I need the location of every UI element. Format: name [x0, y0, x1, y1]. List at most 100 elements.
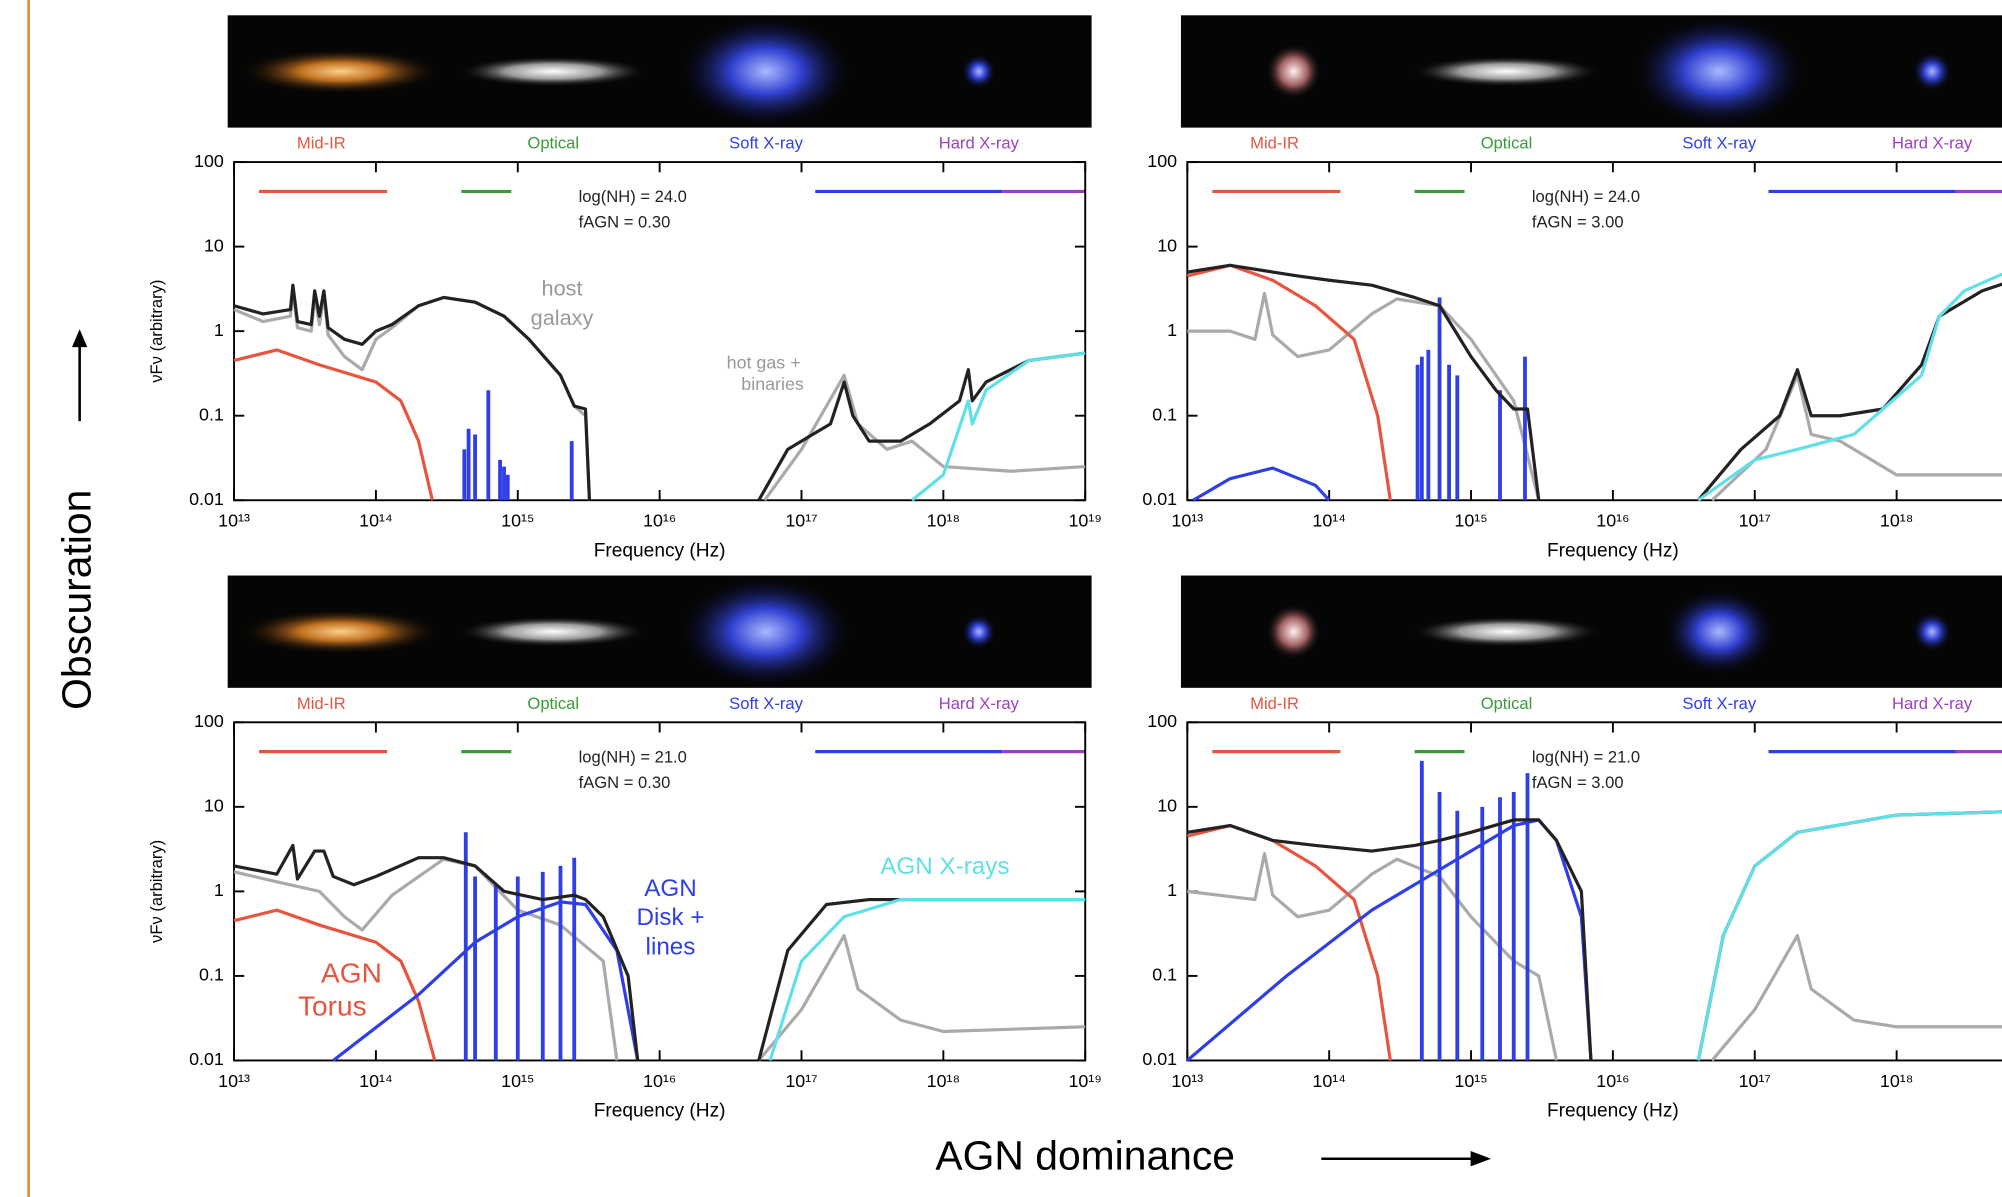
x-tick-label: 10¹⁷: [1739, 1071, 1771, 1091]
spectrum-line: [757, 933, 1086, 1062]
y-tick-label: 0.01: [1142, 1049, 1177, 1069]
galaxy-image: [676, 574, 856, 690]
galaxy-image: [1911, 611, 1953, 653]
band-label: Mid-IR: [297, 134, 346, 153]
galaxy-image: [457, 616, 649, 647]
x-tick-label: 10¹⁸: [927, 511, 960, 531]
y-axis-label: νFν (arbitrary): [147, 280, 166, 383]
band-label: Soft X-ray: [1682, 134, 1756, 153]
annotation: AGN X-rays: [880, 853, 1009, 880]
annotation: fAGN = 0.30: [579, 213, 671, 232]
spectrum-line: [1192, 466, 1331, 502]
spectrum-line: [1187, 291, 1541, 501]
x-tick-label: 10¹⁶: [1596, 511, 1629, 531]
x-axis-label: Frequency (Hz): [594, 540, 726, 561]
galaxy-image: [960, 53, 997, 90]
y-tick-label: 1: [214, 320, 224, 340]
galaxy-image: [960, 613, 997, 650]
x-tick-label: 10¹⁸: [927, 1071, 960, 1091]
galaxy-image: [1911, 51, 1953, 92]
band-label: Optical: [1481, 694, 1533, 713]
spectrum-line: [1186, 818, 1593, 1062]
spectrum-line: [757, 351, 1086, 502]
x-tick-label: 10¹⁶: [643, 511, 676, 531]
annotation: log(NH) = 24.0: [579, 187, 687, 206]
annotation: host: [542, 275, 583, 300]
arrow-head: [71, 329, 88, 348]
spectrum-line: [233, 908, 437, 1061]
x-tick-label: 10¹³: [218, 1071, 250, 1091]
x-axis-label: Frequency (Hz): [1547, 1101, 1679, 1122]
x-tick-label: 10¹⁸: [1880, 1071, 1913, 1091]
x-tick-label: 10¹⁷: [785, 1071, 817, 1091]
x-tick-label: 10¹⁸: [1880, 511, 1913, 531]
galaxy-image: [1265, 603, 1322, 660]
annotation: AGN: [321, 957, 382, 988]
y-tick-label: 0.1: [199, 404, 224, 424]
y-tick-label: 1: [1167, 880, 1177, 900]
annotation: fAGN = 3.00: [1532, 213, 1624, 232]
annotation: Disk +: [636, 904, 704, 931]
spectrum-line: [332, 900, 640, 1062]
band-label: Hard X-ray: [939, 694, 1020, 713]
annotation: log(NH) = 21.0: [1532, 747, 1640, 766]
spectrum-line: [1186, 263, 1392, 501]
x-tick-label: 10¹³: [1171, 1071, 1203, 1091]
x-tick-label: 10¹⁵: [501, 1071, 534, 1091]
figure-xlabel: AGN dominance: [935, 1132, 1235, 1178]
y-tick-label: 100: [1147, 151, 1177, 171]
y-tick-label: 0.1: [1152, 965, 1177, 985]
band-label: Hard X-ray: [939, 134, 1020, 153]
x-tick-label: 10¹⁹: [1068, 1071, 1101, 1091]
x-tick-label: 10¹³: [1171, 511, 1203, 531]
band-label: Soft X-ray: [729, 694, 803, 713]
x-tick-label: 10¹⁴: [1312, 1071, 1346, 1091]
spectrum-line: [1187, 818, 1593, 1061]
galaxy-image: [1265, 43, 1322, 100]
band-label: Hard X-ray: [1892, 134, 1973, 153]
galaxy-image: [1661, 587, 1777, 677]
annotation: fAGN = 3.00: [1532, 773, 1624, 792]
y-tick-label: 10: [1157, 235, 1177, 255]
band-label: Optical: [1481, 134, 1533, 153]
x-tick-label: 10¹⁵: [501, 511, 534, 531]
y-tick-label: 100: [1147, 711, 1177, 731]
x-tick-label: 10¹⁵: [1454, 511, 1487, 531]
y-tick-label: 1: [214, 880, 224, 900]
y-tick-label: 10: [204, 796, 224, 816]
spectrum-line: [233, 348, 434, 501]
y-tick-label: 100: [194, 151, 224, 171]
annotation: galaxy: [531, 305, 594, 330]
y-tick-label: 0.01: [1142, 489, 1177, 509]
galaxy-image: [238, 48, 443, 95]
spectrum-line: [757, 897, 1086, 1061]
spectrum-line: [1697, 272, 2002, 502]
galaxy-image: [1629, 14, 1809, 129]
x-axis-label: Frequency (Hz): [594, 1101, 726, 1122]
band-label: Mid-IR: [297, 694, 346, 713]
y-tick-label: 10: [1157, 796, 1177, 816]
x-tick-label: 10¹⁴: [359, 1071, 393, 1091]
band-label: Soft X-ray: [729, 134, 803, 153]
annotation: log(NH) = 24.0: [1532, 187, 1640, 206]
x-tick-label: 10¹⁴: [359, 511, 393, 531]
annotation: log(NH) = 21.0: [579, 747, 687, 766]
annotation: AGN: [644, 875, 697, 902]
band-label: Hard X-ray: [1892, 694, 1973, 713]
spectrum-line: [1696, 810, 2002, 1061]
spectrum-line: [233, 283, 592, 501]
spectrum-line: [1186, 823, 1392, 1061]
y-tick-label: 0.01: [189, 1049, 224, 1069]
spectrum-line: [1710, 373, 2002, 502]
band-label: Optical: [527, 134, 579, 153]
annotation: lines: [646, 934, 696, 961]
figure-ylabel: Obscuration: [53, 490, 99, 710]
spectrum-line: [1710, 933, 2002, 1062]
y-tick-label: 0.1: [1152, 404, 1177, 424]
galaxy-image: [676, 14, 856, 129]
y-tick-label: 0.1: [199, 965, 224, 985]
x-tick-label: 10¹⁶: [643, 1071, 676, 1091]
arrow-head: [1470, 1151, 1492, 1167]
